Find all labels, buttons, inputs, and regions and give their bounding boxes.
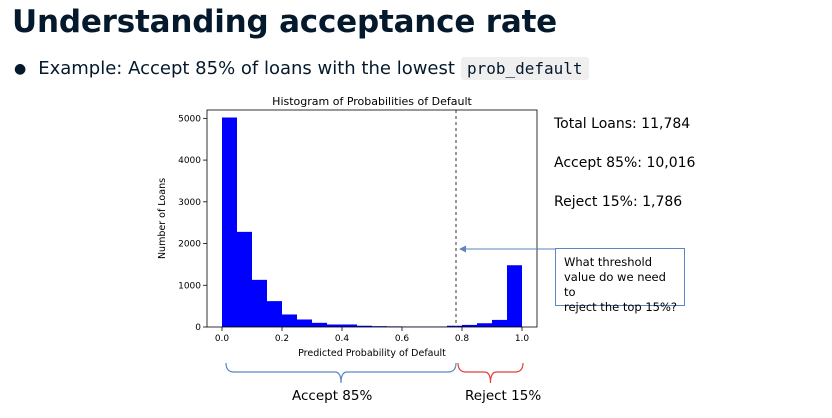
histogram-bar <box>282 314 297 327</box>
x-axis-label: Predicted Probability of Default <box>298 348 446 359</box>
histogram-bar <box>327 324 342 327</box>
stat-total-loans: Total Loans: 11,784 <box>554 116 691 132</box>
chart-title: Histogram of Probabilities of Default <box>272 95 472 108</box>
bullet-text: Example: Accept 85% of loans with the lo… <box>38 58 455 79</box>
callout-line-2: value do we need to <box>564 270 666 299</box>
histogram-bar <box>312 322 327 327</box>
callout-line-3: reject the top 15%? <box>564 300 678 314</box>
histogram-bar <box>492 319 507 327</box>
x-tick-label: 0.6 <box>395 334 410 344</box>
reject-brace <box>457 362 524 384</box>
plot-frame <box>206 109 538 328</box>
y-tick-label: 4000 <box>178 156 201 166</box>
example-bullet: ● Example: Accept 85% of loans with the … <box>14 57 589 80</box>
accept-brace-label: Accept 85% <box>292 388 373 404</box>
histogram-bar <box>462 324 477 327</box>
threshold-callout: What threshold value do we need to rejec… <box>555 248 685 314</box>
arrow-head-icon <box>459 245 466 253</box>
callout-line-1: What threshold <box>564 255 653 269</box>
histogram-bar <box>477 323 492 327</box>
x-tick-label: 0.8 <box>455 334 470 344</box>
y-tick-label: 0 <box>195 323 201 333</box>
y-tick-label: 3000 <box>178 198 201 208</box>
code-prob-default: prob_default <box>460 57 589 80</box>
stat-reject: Reject 15%: 1,786 <box>554 194 683 210</box>
y-tick-label: 2000 <box>178 240 201 250</box>
stat-accept: Accept 85%: 10,016 <box>554 155 696 171</box>
x-tick-label: 0.2 <box>275 334 289 344</box>
histogram-bar <box>252 279 267 327</box>
histogram-bar <box>447 325 462 327</box>
histogram-bar <box>507 265 522 327</box>
y-tick-label: 1000 <box>178 281 201 291</box>
x-tick-label: 0.0 <box>215 334 230 344</box>
y-tick-label: 5000 <box>178 114 201 124</box>
histogram-bar <box>222 117 237 327</box>
reject-brace-label: Reject 15% <box>465 388 542 404</box>
accept-brace <box>225 362 457 384</box>
slide-title: Understanding acceptance rate <box>12 4 558 40</box>
x-tick-label: 0.4 <box>335 334 350 344</box>
histogram-bar <box>237 231 252 327</box>
x-tick-label: 1.0 <box>515 334 530 344</box>
histogram-bar <box>342 324 357 327</box>
bullet-icon: ● <box>14 60 27 77</box>
histogram-bar <box>297 319 312 327</box>
histogram-bar <box>372 326 387 327</box>
histogram-bar <box>267 301 282 327</box>
histogram-bar <box>357 325 372 327</box>
y-axis-label: Number of Loans <box>157 178 168 259</box>
